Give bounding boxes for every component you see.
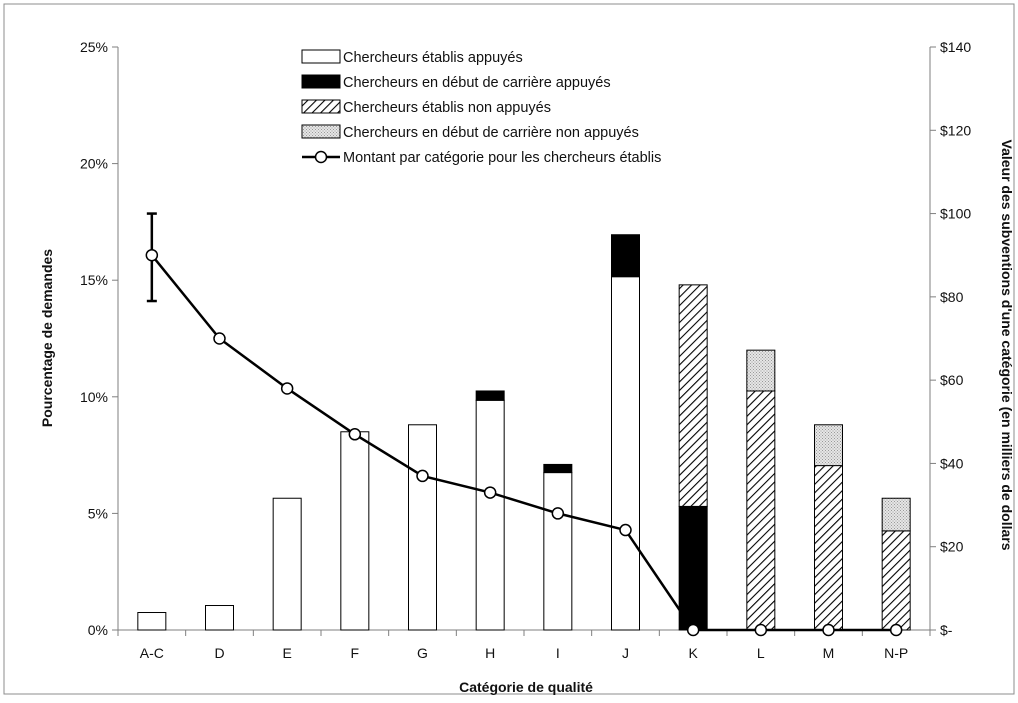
bar-established-supported <box>137 612 167 631</box>
bar-early-supported <box>475 390 505 401</box>
amount-marker <box>145 248 159 262</box>
bar-established-supported <box>611 276 640 631</box>
bar-established-supported <box>408 424 437 631</box>
amount-line <box>150 254 897 632</box>
y2-tick-label: $40 <box>940 455 964 471</box>
legend-label: Chercheurs en début de carrière appuyés <box>343 75 611 91</box>
legend-label: Montant par catégorie pour les chercheur… <box>343 150 661 166</box>
legend-swatch-early-unsupported <box>301 124 341 139</box>
bars <box>137 234 911 631</box>
amount-marker <box>483 486 497 499</box>
amount-marker <box>416 469 429 483</box>
bar-early-unsupported <box>814 424 843 467</box>
x-tick-label: H <box>485 645 495 661</box>
legend-label: Chercheurs établis appuyés <box>343 50 523 66</box>
bar-early-supported <box>678 505 708 631</box>
bar-established-unsupported <box>746 390 776 631</box>
y2-axis-title: Valeur des subventions d'une catégorie (… <box>999 139 1015 550</box>
amount-marker <box>551 507 565 520</box>
legend-swatch-established-supported <box>301 49 341 64</box>
x-tick-label: L <box>757 645 765 661</box>
y-tick-label: 25% <box>80 39 108 55</box>
y-tick-label: 0% <box>88 622 108 638</box>
amount-marker <box>889 623 903 637</box>
x-tick-label: K <box>688 645 698 661</box>
bar-early-supported <box>543 463 573 474</box>
y2-tick-label: $80 <box>940 289 964 305</box>
x-tick-label: J <box>622 645 629 661</box>
bar-established-unsupported <box>814 465 843 631</box>
line-layer <box>145 212 903 637</box>
bar-early-supported <box>611 234 640 278</box>
bar-established-unsupported <box>678 284 708 507</box>
y2-tick-label: $20 <box>940 539 964 555</box>
amount-marker <box>686 623 700 637</box>
y2-tick-label: $100 <box>940 206 971 222</box>
bar-established-supported <box>272 497 302 631</box>
bar-established-supported <box>543 472 573 631</box>
bar-early-unsupported <box>881 497 911 532</box>
y2-tick-label: $120 <box>940 122 971 138</box>
y-tick-label: 15% <box>80 272 108 288</box>
amount-marker <box>754 623 768 637</box>
y-tick-label: 5% <box>88 505 108 521</box>
bar-established-supported <box>205 605 234 631</box>
axes <box>112 46 936 636</box>
x-tick-label: E <box>282 645 291 661</box>
legend-label: Chercheurs établis non appuyés <box>343 100 551 116</box>
x-tick-label: M <box>823 645 835 661</box>
legend-swatch-marker <box>314 150 328 164</box>
amount-marker <box>619 523 632 537</box>
legend: Chercheurs établis appuyés Chercheurs en … <box>301 49 661 166</box>
x-tick-label: F <box>351 645 360 661</box>
legend-swatch-established-unsupported <box>301 99 341 114</box>
chart-frame <box>3 3 1015 695</box>
tick-labels: 0% 5% 10% 15% 20% 25% $- $20 $40 $60 $80 $100 $120 $1… <box>80 39 971 661</box>
amount-marker <box>280 382 294 395</box>
legend-swatch-early-supported <box>301 74 341 89</box>
y-axis-title: Pourcentage de demandes <box>39 249 55 427</box>
y2-tick-label: $60 <box>940 372 964 388</box>
bar-established-supported <box>340 431 370 631</box>
bar-early-unsupported <box>746 349 776 392</box>
legend-label: Chercheurs en début de carrière non appu… <box>343 125 639 141</box>
bar-established-supported <box>475 399 505 631</box>
bar-established-unsupported <box>881 530 911 631</box>
x-axis-title: Catégorie de qualité <box>459 679 593 695</box>
y-tick-label: 10% <box>80 389 108 405</box>
amount-marker <box>213 332 226 345</box>
y2-tick-label: $140 <box>940 39 971 55</box>
x-tick-label: I <box>556 645 560 661</box>
y2-tick-label: $- <box>940 622 953 638</box>
x-tick-label: N-P <box>884 645 908 661</box>
x-tick-label: A-C <box>140 645 164 661</box>
amount-marker <box>822 623 835 637</box>
amount-marker <box>348 428 362 441</box>
y-tick-label: 20% <box>80 156 108 172</box>
x-tick-label: D <box>214 645 224 661</box>
x-tick-label: G <box>417 645 428 661</box>
